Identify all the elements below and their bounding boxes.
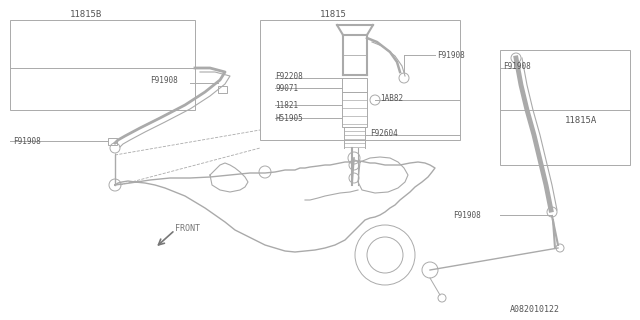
Text: F92604: F92604 — [370, 129, 397, 138]
Bar — [342, 92, 367, 127]
Text: F91908: F91908 — [503, 61, 531, 70]
Text: F91908: F91908 — [437, 51, 465, 60]
Text: A082010122: A082010122 — [510, 306, 560, 315]
Text: 1AB82: 1AB82 — [380, 93, 403, 102]
Text: 99071: 99071 — [275, 84, 298, 92]
Bar — [10, 20, 195, 110]
Bar — [218, 86, 227, 93]
Text: F91908: F91908 — [13, 137, 41, 146]
Text: 11821: 11821 — [275, 100, 298, 109]
Bar — [108, 138, 117, 145]
Text: F91908: F91908 — [453, 211, 481, 220]
Text: H51905: H51905 — [275, 114, 303, 123]
Text: F92208: F92208 — [275, 71, 303, 81]
Bar — [500, 50, 630, 165]
Bar — [342, 78, 367, 92]
Text: F91908: F91908 — [150, 76, 178, 84]
Bar — [260, 20, 460, 140]
Text: 11815B: 11815B — [70, 10, 102, 19]
Text: FRONT: FRONT — [175, 223, 200, 233]
Text: 11815: 11815 — [320, 10, 347, 19]
Text: 11815A: 11815A — [565, 116, 597, 124]
